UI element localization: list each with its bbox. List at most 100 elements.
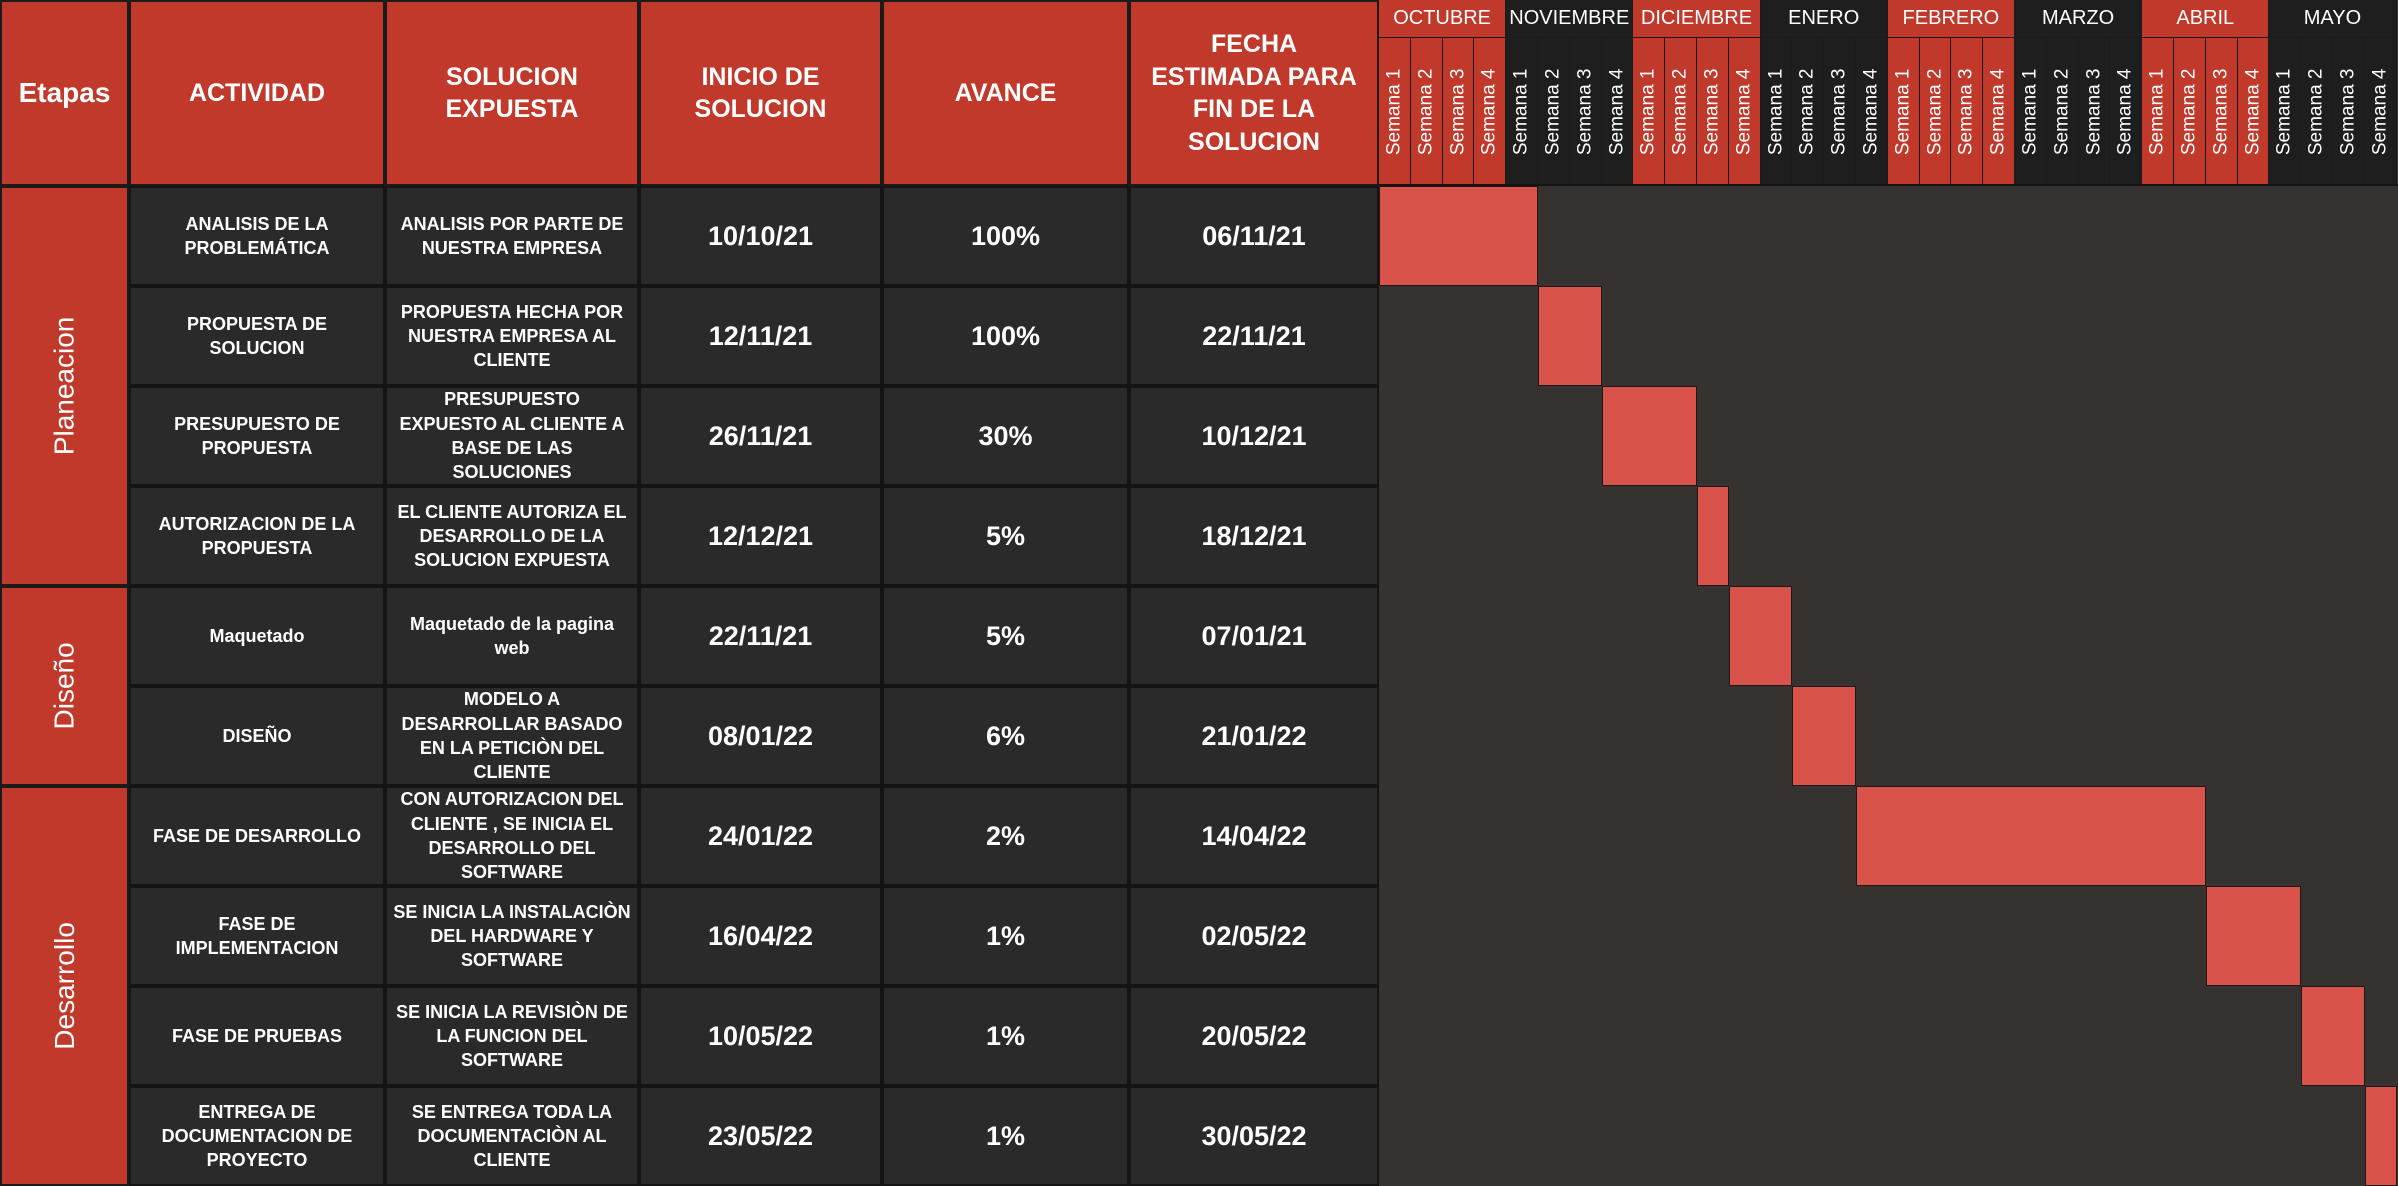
inicio-cell: 10/10/21 (639, 186, 882, 286)
week-label: Semana 2 (1919, 38, 1952, 186)
week-label: Semana 3 (1697, 38, 1729, 186)
fin-cell: 22/11/21 (1129, 286, 1379, 386)
week-label: Semana 2 (1538, 38, 1570, 186)
gantt-bar (1697, 486, 1729, 586)
week-label: Semana 1 (1506, 38, 1538, 186)
avance-cell: 1% (882, 1086, 1129, 1186)
stage-desarrollo: Desarrollo (0, 786, 129, 1186)
inicio-cell: 12/11/21 (639, 286, 882, 386)
solucion-cell: EL CLIENTE AUTORIZA EL DESARROLLO DE LA … (385, 486, 639, 586)
actividad-cell: PRESUPUESTO DE PROPUESTA (129, 386, 385, 486)
month-noviembre: NOVIEMBRE (1506, 0, 1634, 38)
week-label: Semana 1 (2142, 38, 2174, 186)
avance-cell: 30% (882, 386, 1129, 486)
fin-cell: 21/01/22 (1129, 686, 1379, 786)
inicio-cell: 24/01/22 (639, 786, 882, 886)
gantt-bar (1792, 686, 1856, 786)
month-enero: ENERO (1760, 0, 1888, 38)
stage-diseño: Diseño (0, 586, 129, 786)
header-inicio: INICIO DE SOLUCION (639, 0, 882, 186)
week-label: Semana 4 (1728, 38, 1761, 186)
gantt-bar (2301, 986, 2365, 1086)
actividad-cell: Maquetado (129, 586, 385, 686)
header-etapas: Etapas (0, 0, 129, 186)
week-label: Semana 2 (1665, 38, 1697, 186)
avance-cell: 100% (882, 186, 1129, 286)
stage-label: Diseño (48, 642, 80, 730)
gantt-bar (2205, 886, 2302, 986)
header-solucion: SOLUCION EXPUESTA (385, 0, 639, 186)
avance-cell: 1% (882, 986, 1129, 1086)
week-label: Semana 4 (1856, 38, 1888, 186)
week-label: Semana 1 (2015, 38, 2047, 186)
solucion-cell: CON AUTORIZACION DEL CLIENTE , SE INICIA… (385, 786, 639, 886)
week-label: Semana 3 (2205, 38, 2238, 186)
gantt-bar (1728, 586, 1793, 686)
stage-planeacion: Planeacion (0, 186, 129, 586)
solucion-cell: PRESUPUESTO EXPUESTO AL CLIENTE A BASE D… (385, 386, 639, 486)
week-label: Semana 4 (2110, 38, 2143, 186)
month-mayo: MAYO (2269, 0, 2397, 38)
solucion-cell: Maquetado de la pagina web (385, 586, 639, 686)
actividad-cell: FASE DE PRUEBAS (129, 986, 385, 1086)
fin-cell: 30/05/22 (1129, 1086, 1379, 1186)
week-label: Semana 3 (2333, 38, 2365, 186)
header-fin: FECHA ESTIMADA PARA FIN DE LA SOLUCION (1129, 0, 1379, 186)
week-label: Semana 4 (2237, 38, 2270, 186)
actividad-cell: FASE DE IMPLEMENTACION (129, 886, 385, 986)
week-label: Semana 2 (1410, 38, 1443, 186)
week-label: Semana 3 (1569, 38, 1602, 186)
stage-label: Desarrollo (48, 922, 80, 1050)
inicio-cell: 23/05/22 (639, 1086, 882, 1186)
solucion-cell: PROPUESTA HECHA POR NUESTRA EMPRESA AL C… (385, 286, 639, 386)
week-label: Semana 1 (1379, 38, 1411, 186)
week-label: Semana 4 (1601, 38, 1634, 186)
avance-cell: 5% (882, 586, 1129, 686)
week-label: Semana 3 (1442, 38, 1475, 186)
solucion-cell: SE INICIA LA REVISIÒN DE LA FUNCION DEL … (385, 986, 639, 1086)
solucion-cell: MODELO A DESARROLLAR BASADO EN LA PETICI… (385, 686, 639, 786)
gantt-header-divider (1379, 184, 2398, 186)
actividad-cell: ANALISIS DE LA PROBLEMÁTICA (129, 186, 385, 286)
fin-cell: 18/12/21 (1129, 486, 1379, 586)
fin-cell: 06/11/21 (1129, 186, 1379, 286)
inicio-cell: 26/11/21 (639, 386, 882, 486)
week-label: Semana 2 (2174, 38, 2206, 186)
fin-cell: 10/12/21 (1129, 386, 1379, 486)
week-label: Semana 1 (1887, 38, 1920, 186)
gantt-bar (1601, 386, 1697, 486)
week-label: Semana 3 (2078, 38, 2111, 186)
stage-label: Planeacion (48, 316, 80, 456)
gantt-bar (1538, 286, 1602, 386)
avance-cell: 100% (882, 286, 1129, 386)
fin-cell: 02/05/22 (1129, 886, 1379, 986)
fin-cell: 20/05/22 (1129, 986, 1379, 1086)
gantt-bar (2364, 1086, 2397, 1186)
week-label: Semana 2 (2046, 38, 2079, 186)
week-label: Semana 4 (1474, 38, 1507, 186)
gantt-bar (1379, 186, 1538, 286)
week-label: Semana 2 (2301, 38, 2333, 186)
header-avance: AVANCE (882, 0, 1129, 186)
solucion-cell: ANALISIS POR PARTE DE NUESTRA EMPRESA (385, 186, 639, 286)
week-label: Semana 4 (1983, 38, 2015, 186)
actividad-cell: DISEÑO (129, 686, 385, 786)
avance-cell: 6% (882, 686, 1129, 786)
solucion-cell: SE ENTREGA TODA LA DOCUMENTACIÒN AL CLIE… (385, 1086, 639, 1186)
week-label: Semana 1 (1633, 38, 1666, 186)
inicio-cell: 12/12/21 (639, 486, 882, 586)
solucion-cell: SE INICIA LA INSTALACIÒN DEL HARDWARE Y … (385, 886, 639, 986)
fin-cell: 14/04/22 (1129, 786, 1379, 886)
week-label: Semana 1 (1760, 38, 1793, 186)
actividad-cell: ENTREGA DE DOCUMENTACION DE PROYECTO (129, 1086, 385, 1186)
week-label: Semana 4 (2364, 38, 2397, 186)
month-octubre: OCTUBRE (1379, 0, 1507, 38)
week-label: Semana 3 (1824, 38, 1856, 186)
month-abril: ABRIL (2142, 0, 2270, 38)
inicio-cell: 16/04/22 (639, 886, 882, 986)
week-label: Semana 1 (2269, 38, 2302, 186)
actividad-cell: FASE DE DESARROLLO (129, 786, 385, 886)
month-marzo: MARZO (2015, 0, 2143, 38)
month-diciembre: DICIEMBRE (1633, 0, 1761, 38)
